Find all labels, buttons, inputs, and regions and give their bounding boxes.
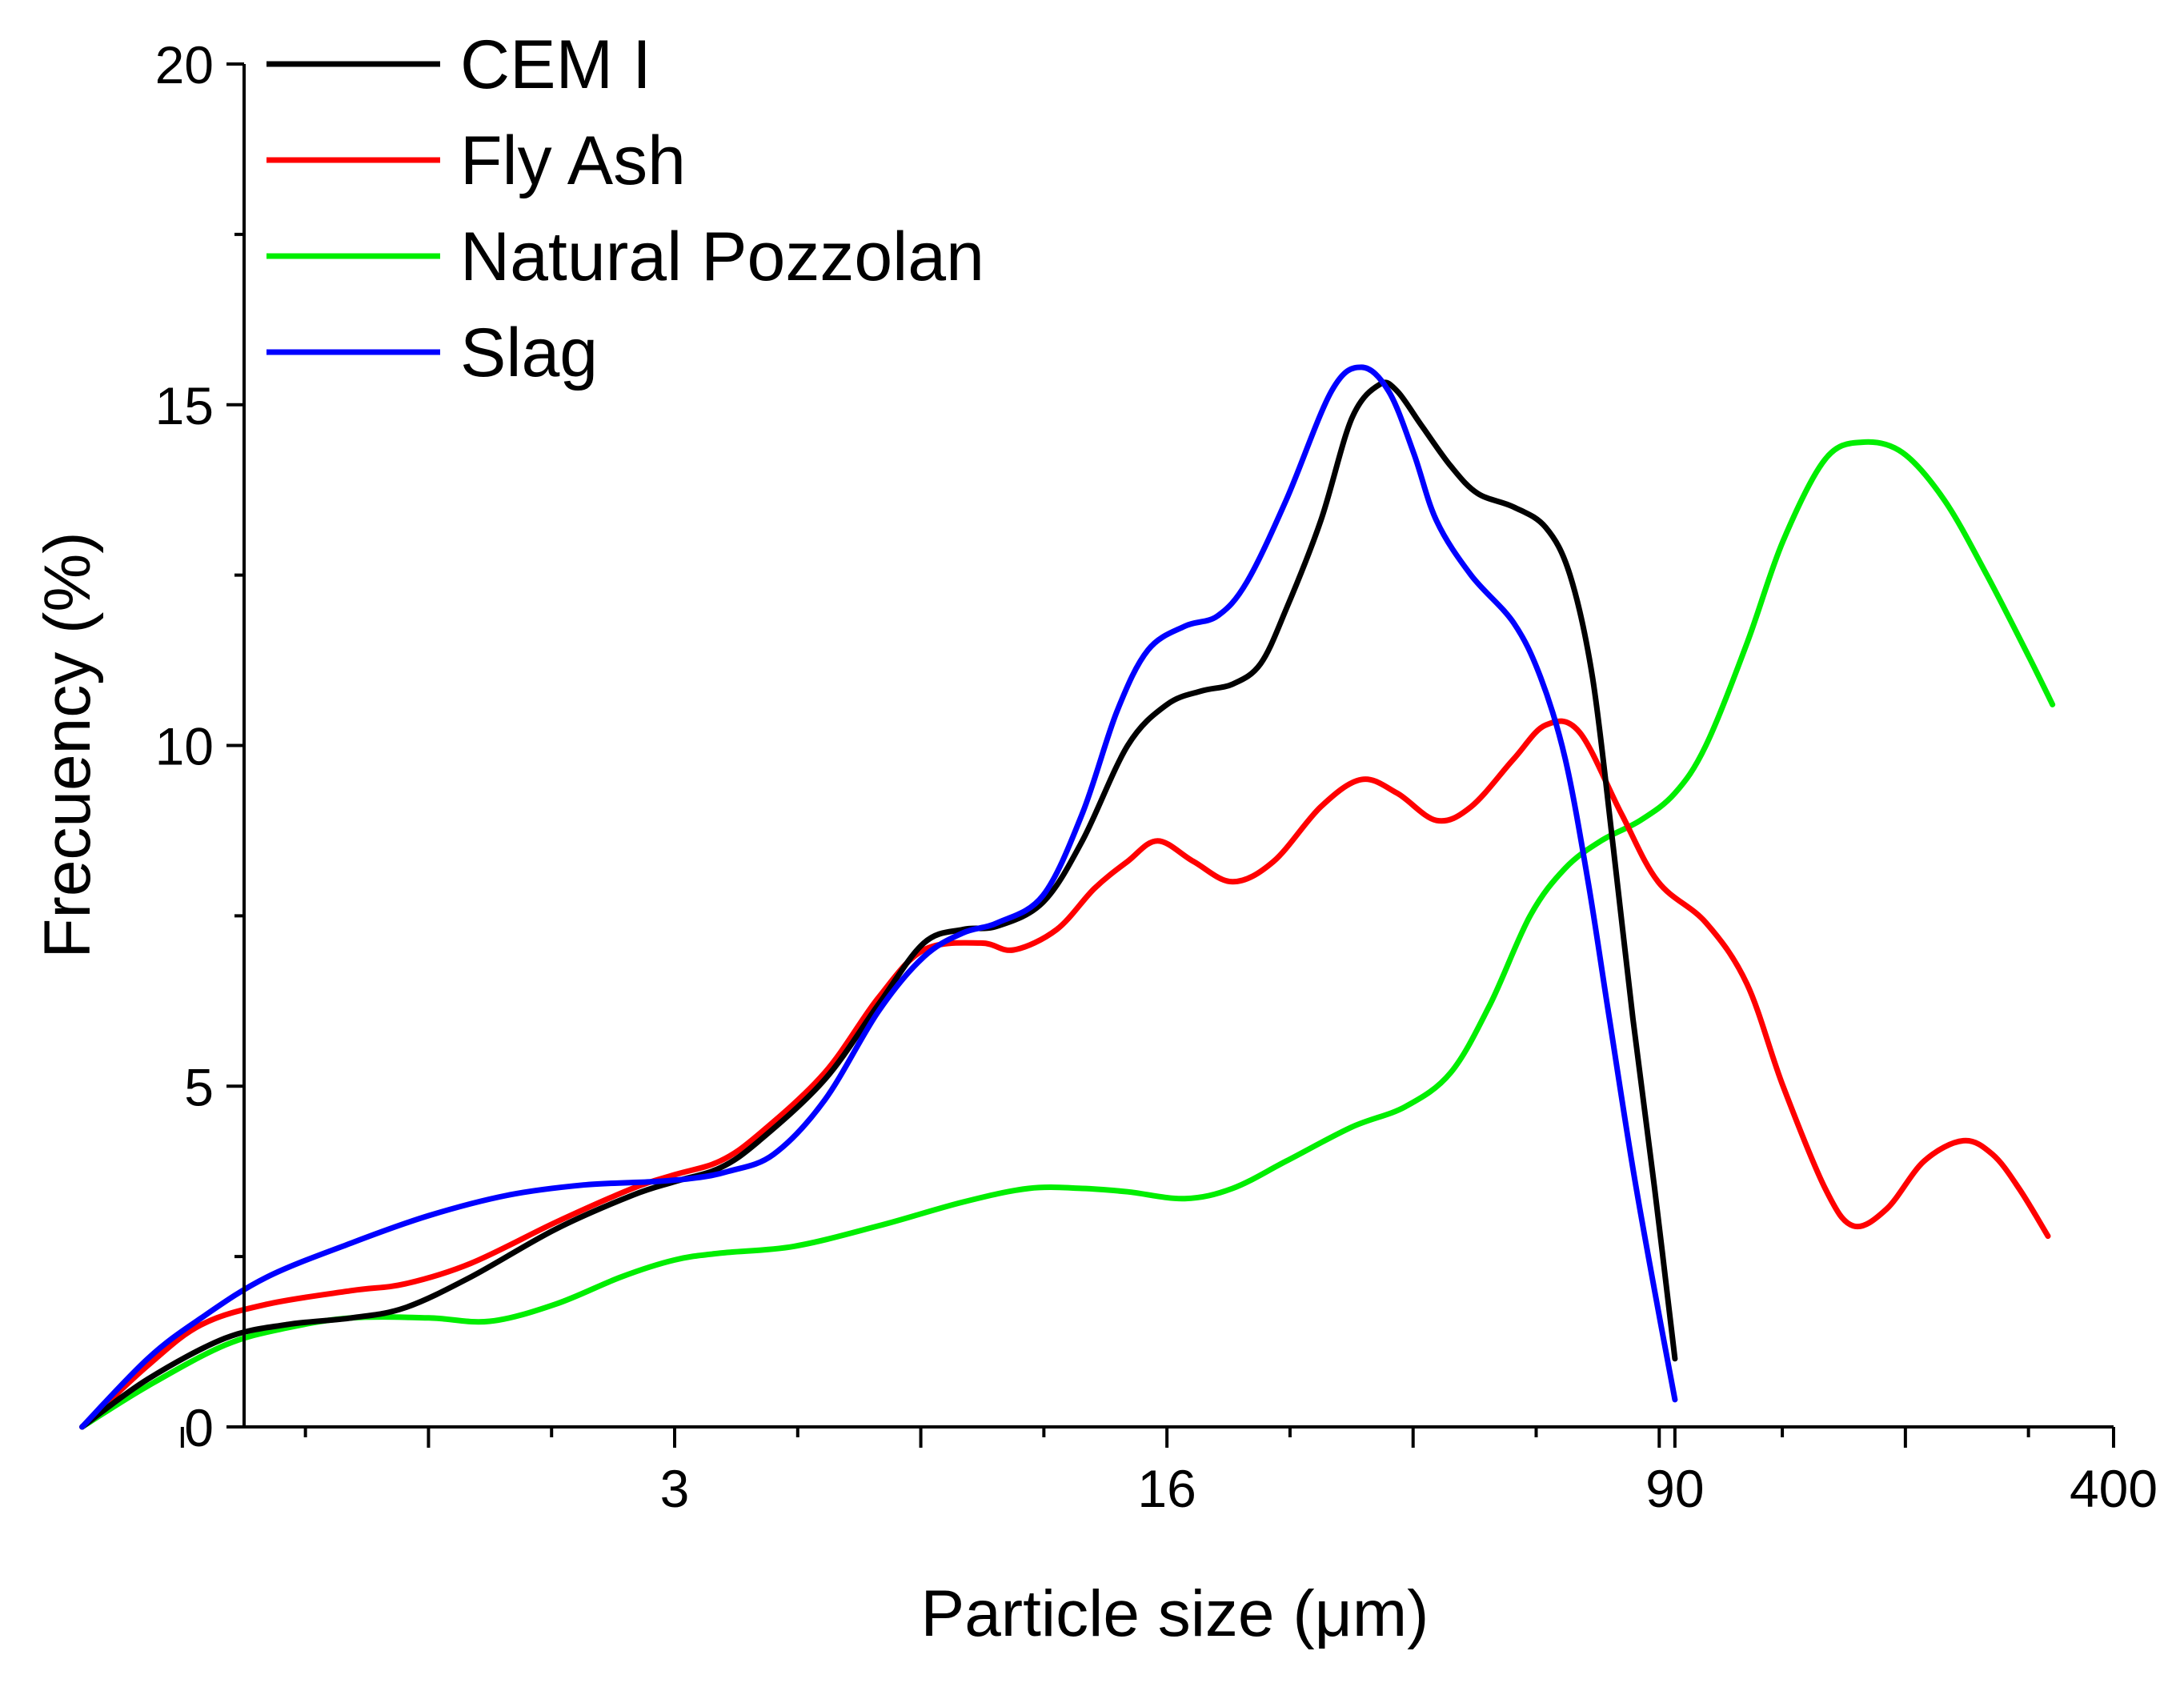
tick-labels: 0 5 10 15 20 3 16 90 400 (155, 35, 2158, 1518)
y-tick-label: 0 (184, 1398, 214, 1457)
y-tick-label: 15 (155, 376, 214, 435)
series-line-fly-ash (79, 718, 2051, 1430)
y-axis-title: Frecuency (%) (31, 531, 104, 958)
series-line-natural-pozzolan (79, 439, 2056, 1430)
series-line-cem-i (79, 379, 1678, 1430)
x-tick-label: 400 (2070, 1459, 2158, 1518)
y-tick-label: 10 (155, 717, 214, 776)
legend-label-fly-ash: Fly Ash (460, 122, 686, 199)
series-line-slag (79, 364, 1678, 1430)
plot-area (79, 364, 2056, 1430)
x-tick-label: 90 (1645, 1459, 1704, 1518)
legend-label-slag: Slag (460, 315, 598, 391)
y-tick-label: 5 (184, 1057, 214, 1116)
y-tick-label: 20 (155, 35, 214, 94)
legend-label-cem-i: CEM I (460, 26, 651, 103)
x-axis-title: Particle size (μm) (921, 1577, 1429, 1650)
x-tick-label: 16 (1137, 1459, 1196, 1518)
x-tick-label: 3 (660, 1459, 690, 1518)
legend-label-natural-pozzolan: Natural Pozzolan (460, 218, 984, 295)
legend: CEM I Fly Ash Natural Pozzolan Slag (266, 26, 984, 391)
ticks (180, 62, 2115, 1448)
